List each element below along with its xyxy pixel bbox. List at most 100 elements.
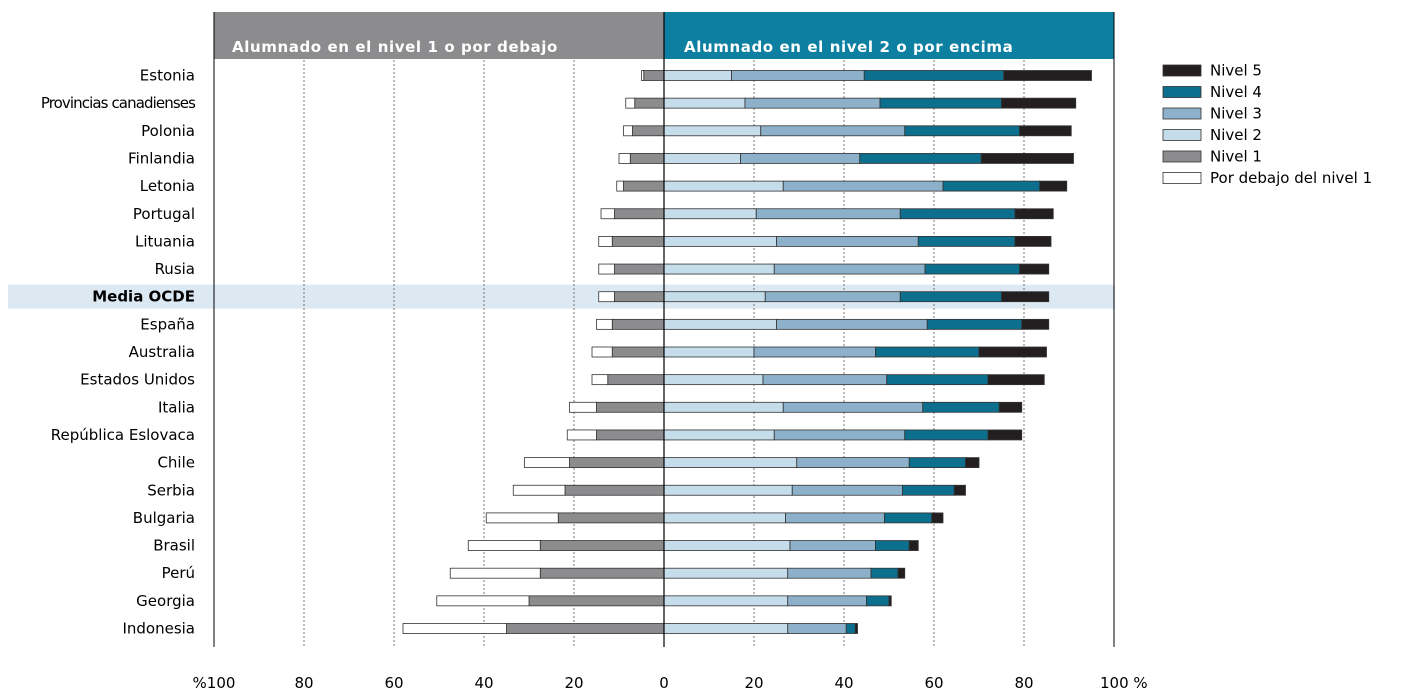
x-tick-label: 80 [1014, 674, 1033, 692]
bar-nivel-1 [611, 235, 665, 247]
bar-row-republica-eslovaca [566, 429, 1023, 441]
header-left-label: Alumnado en el nivel 1 o por debajo [232, 38, 558, 56]
bar-nivel-3 [776, 235, 919, 247]
bar-below-nivel-1 [485, 512, 559, 524]
legend-item: Nivel 5 [1162, 62, 1262, 80]
bar-nivel-5 [980, 153, 1074, 164]
category-label: Media OCDE [92, 288, 195, 306]
bar-nivel-4 [926, 318, 1023, 330]
bar-nivel-1 [643, 70, 665, 81]
category-label: República Eslovaca [51, 426, 195, 444]
bar-nivel-3 [755, 208, 901, 220]
bar-nivel-3 [740, 153, 861, 164]
bar-nivel-2 [663, 291, 766, 303]
bar-nivel-4 [899, 291, 1002, 303]
bar-nivel-3 [773, 263, 926, 275]
bar-nivel-5 [1014, 208, 1054, 220]
category-label: Perú [162, 564, 195, 582]
bar-nivel-2 [663, 484, 793, 496]
bar-row-bulgaria [485, 512, 944, 524]
legend-swatch [1162, 107, 1202, 120]
bar-nivel-5 [987, 374, 1045, 386]
bar-nivel-4 [875, 346, 980, 358]
bar-row-espana [596, 318, 1050, 330]
legend-swatch [1162, 86, 1202, 98]
legend-swatch [1162, 129, 1202, 141]
legend-swatch [1162, 64, 1202, 77]
x-tick-label: 40 [474, 674, 493, 692]
bar-nivel-5 [965, 457, 980, 469]
bar-nivel-1 [614, 208, 665, 220]
bar-nivel-3 [731, 70, 865, 81]
bar-row-australia [591, 346, 1047, 358]
bar-nivel-4 [879, 97, 1002, 109]
bar-nivel-3 [782, 180, 944, 192]
bar-below-nivel-1 [618, 153, 631, 164]
bar-nivel-1 [506, 623, 665, 634]
bar-below-nivel-1 [600, 208, 615, 220]
bar-below-nivel-1 [436, 595, 530, 607]
bar-below-nivel-1 [616, 180, 624, 192]
legend-label: Nivel 5 [1210, 62, 1262, 80]
bar-nivel-3 [773, 429, 906, 441]
bar-nivel-5 [888, 595, 892, 607]
legend-label: Por debajo del nivel 1 [1210, 169, 1372, 187]
bar-nivel-3 [787, 595, 867, 607]
bar-nivel-4 [942, 180, 1041, 192]
bars [402, 70, 1092, 634]
bar-below-nivel-1 [402, 623, 507, 634]
category-labels: Estonia Provincias canadienses Polonia Finl… [41, 67, 197, 638]
bar-nivel-2 [663, 540, 791, 551]
bar-nivel-1 [614, 263, 665, 275]
x-tick-label: 60 [384, 674, 403, 692]
bar-nivel-5 [1014, 235, 1052, 247]
x-tick-label: 60 [924, 674, 943, 692]
header-right-label: Alumnado en el nivel 2 o por encima [684, 38, 1013, 56]
bar-nivel-2 [663, 429, 775, 441]
bar-row-letonia [616, 180, 1068, 192]
bar-nivel-2 [663, 401, 784, 413]
category-label: Italia [158, 398, 195, 416]
bar-nivel-1 [607, 374, 665, 386]
legend-label: Nivel 3 [1210, 105, 1262, 123]
bar-below-nivel-1 [598, 291, 615, 303]
bar-below-nivel-1 [512, 484, 566, 496]
bar-nivel-2 [663, 97, 746, 109]
bar-nivel-2 [663, 595, 789, 607]
bar-below-nivel-1 [524, 457, 570, 469]
legend-label: Nivel 2 [1210, 126, 1262, 144]
bar-row-serbia [512, 484, 966, 496]
bar-nivel-1 [569, 457, 665, 469]
bar-nivel-5 [1001, 291, 1050, 303]
bar-nivel-4 [859, 153, 982, 164]
category-label: Bulgaria [133, 509, 195, 527]
x-tick-labels: %100 80 60 40 20 0 20 40 60 80 100 % [193, 674, 1148, 692]
bar-nivel-4 [866, 595, 890, 607]
bar-nivel-4 [886, 374, 989, 386]
bar-nivel-3 [787, 623, 847, 634]
bar-nivel-3 [762, 374, 888, 386]
bar-nivel-4 [863, 70, 1005, 81]
bar-below-nivel-1 [449, 567, 541, 579]
x-tick-label: 40 [834, 674, 853, 692]
legend-swatch [1162, 150, 1202, 163]
category-label: España [140, 315, 195, 333]
bar-nivel-4 [845, 623, 856, 634]
bar-nivel-5 [987, 429, 1023, 441]
category-label: Provincias canadienses [41, 94, 196, 112]
bar-nivel-3 [760, 125, 906, 137]
bar-nivel-5 [931, 512, 944, 524]
bar-nivel-4 [875, 540, 910, 551]
header-left-panel [214, 12, 664, 59]
bar-row-georgia [436, 595, 892, 607]
bar-nivel-3 [753, 346, 876, 358]
bar-nivel-5 [1039, 180, 1068, 192]
bar-nivel-2 [663, 153, 741, 164]
category-label: Polonia [141, 122, 195, 140]
bar-nivel-2 [663, 346, 755, 358]
category-label: Rusia [155, 260, 195, 278]
bar-nivel-5 [953, 484, 966, 496]
x-tick-label: %100 [193, 674, 236, 692]
bar-nivel-1 [564, 484, 665, 496]
bar-nivel-2 [663, 374, 764, 386]
